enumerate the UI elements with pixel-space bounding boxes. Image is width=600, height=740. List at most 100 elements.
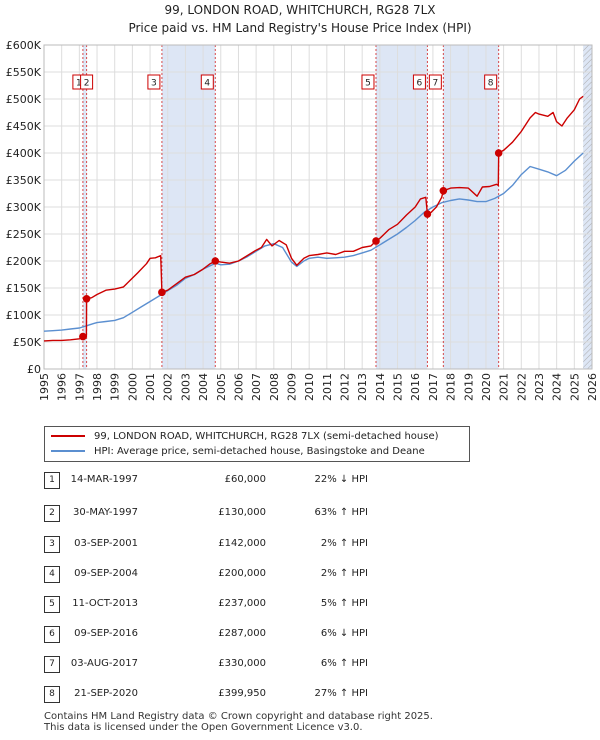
y-tick-label: £550K: [6, 66, 42, 79]
table-row: 3 03-SEP-2001 £142,000 2% ↑ HPI: [44, 536, 384, 554]
sale-price: £200,000: [218, 568, 266, 579]
x-tick-label: 2016: [409, 373, 422, 401]
x-tick-label: 2022: [515, 373, 528, 401]
sale-hpi-diff: 2% ↑ HPI: [320, 538, 368, 549]
x-tick-label: 1998: [91, 373, 104, 401]
x-tick-label: 2003: [179, 373, 192, 401]
sale-number: 5: [44, 596, 60, 613]
x-tick-label: 2026: [586, 373, 599, 401]
x-tick-label: 1999: [109, 373, 122, 401]
table-row: 2 30-MAY-1997 £130,000 63% ↑ HPI: [44, 505, 384, 523]
sale-date: 30-MAY-1997: [72, 507, 138, 518]
sale-point: [211, 257, 220, 265]
property-price-line: [43, 95, 584, 342]
x-tick-label: 2009: [285, 373, 298, 401]
chart-subtitle: Price paid vs. HM Land Registry's House …: [128, 21, 471, 35]
x-tick-label: 2004: [197, 373, 210, 401]
legend-label-property: 99, LONDON ROAD, WHITCHURCH, RG28 7LX (s…: [94, 431, 439, 442]
sale-marker-box: [361, 74, 375, 90]
hpi-line: [43, 152, 584, 332]
sale-number: 8: [44, 686, 60, 703]
x-tick-label: 2007: [250, 373, 263, 401]
sale-marker-label: 8: [488, 79, 494, 89]
y-tick-label: £400K: [6, 147, 42, 160]
sale-date: 03-SEP-2001: [74, 538, 138, 549]
price-chart: 99, LONDON ROAD, WHITCHURCH, RG28 7LX Pr…: [6, 3, 599, 401]
y-tick-label: £500K: [6, 93, 42, 106]
x-tick-label: 2001: [144, 373, 157, 401]
sale-price: £399,950: [218, 688, 266, 699]
sale-marker-label: 2: [84, 79, 90, 89]
sale-price: £142,000: [218, 538, 266, 549]
sale-date: 14-MAR-1997: [70, 474, 138, 485]
y-tick-label: £600K: [6, 39, 42, 52]
sale-hpi-diff: 27% ↑ HPI: [314, 688, 368, 699]
sale-price: £237,000: [218, 598, 266, 609]
x-tick-label: 2000: [126, 373, 139, 401]
sale-date: 03-AUG-2017: [70, 658, 138, 669]
sale-price: £287,000: [218, 628, 266, 639]
legend-item-property: 99, LONDON ROAD, WHITCHURCH, RG28 7LX (s…: [51, 430, 439, 444]
y-tick-label: £200K: [6, 255, 42, 268]
sale-hpi-diff: 2% ↑ HPI: [320, 568, 368, 579]
x-tick-label: 2024: [551, 373, 564, 401]
sale-date: 09-SEP-2016: [74, 628, 138, 639]
x-tick-label: 2005: [215, 373, 228, 401]
table-row: 8 21-SEP-2020 £399,950 27% ↑ HPI: [44, 686, 384, 704]
x-tick-label: 2023: [533, 373, 546, 401]
sale-marker-box: [200, 74, 214, 90]
y-tick-label: £0: [27, 363, 41, 376]
legend-item-hpi: HPI: Average price, semi-detached house,…: [51, 445, 425, 459]
sale-marker-label: 6: [417, 79, 423, 89]
x-tick-label: 2020: [480, 373, 493, 401]
sale-marker-label: 1: [76, 79, 82, 89]
y-tick-label: £250K: [6, 228, 42, 241]
x-tick-label: 2002: [162, 373, 175, 401]
y-tick-label: £100K: [6, 309, 42, 322]
table-row: 5 11-OCT-2013 £237,000 5% ↑ HPI: [44, 596, 384, 614]
x-tick-label: 2017: [427, 373, 440, 401]
x-tick-label: 1996: [56, 373, 69, 401]
x-tick-label: 2019: [462, 373, 475, 401]
y-tick-label: £150K: [6, 282, 42, 295]
sale-marker-label: 3: [151, 79, 157, 89]
sale-price: £330,000: [218, 658, 266, 669]
sale-marker-box: [484, 74, 498, 90]
table-row: 7 03-AUG-2017 £330,000 6% ↑ HPI: [44, 656, 384, 674]
legend-swatch-hpi: [51, 450, 85, 452]
sale-number: 4: [44, 566, 60, 583]
sale-number: 3: [44, 536, 60, 553]
sale-marker-label: 7: [432, 79, 438, 89]
sale-marker-box: [147, 74, 161, 90]
sale-date: 21-SEP-2020: [74, 688, 138, 699]
attribution-line-1: Contains HM Land Registry data © Crown c…: [44, 711, 433, 722]
y-tick-label: £300K: [6, 201, 42, 214]
sale-number: 1: [44, 472, 60, 489]
sale-price: £130,000: [218, 507, 266, 518]
sale-marker-label: 5: [365, 79, 371, 89]
x-tick-label: 2013: [356, 373, 369, 401]
legend-swatch-property: [51, 435, 85, 437]
sale-point: [79, 332, 87, 341]
sale-number: 7: [44, 656, 60, 673]
sale-marker-box: [412, 74, 426, 90]
chart-title: 99, LONDON ROAD, WHITCHURCH, RG28 7LX: [165, 3, 436, 17]
sale-number: 2: [44, 505, 60, 522]
sale-hpi-diff: 22% ↓ HPI: [314, 474, 368, 485]
x-tick-label: 2011: [321, 373, 334, 401]
x-tick-label: 2021: [498, 373, 511, 401]
sale-hpi-diff: 6% ↑ HPI: [320, 658, 368, 669]
sale-marker-box: [80, 74, 94, 90]
x-tick-label: 2025: [568, 373, 581, 401]
sale-hpi-diff: 5% ↑ HPI: [320, 598, 368, 609]
table-row: 4 09-SEP-2004 £200,000 2% ↑ HPI: [44, 566, 384, 584]
x-tick-label: 1997: [73, 373, 86, 401]
sale-point: [494, 149, 503, 157]
sale-point: [423, 210, 432, 218]
legend-label-hpi: HPI: Average price, semi-detached house,…: [94, 446, 425, 457]
y-tick-label: £50K: [13, 336, 42, 349]
plot-frame: [43, 44, 593, 370]
sale-price: £60,000: [224, 474, 266, 485]
sale-point: [439, 187, 448, 195]
x-tick-label: 1995: [38, 373, 51, 401]
